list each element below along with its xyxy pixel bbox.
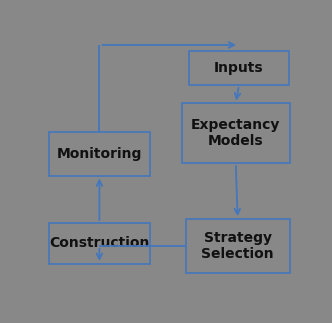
FancyBboxPatch shape [186,219,290,273]
FancyBboxPatch shape [182,103,290,163]
FancyBboxPatch shape [49,223,150,264]
Text: Strategy
Selection: Strategy Selection [202,231,274,261]
Text: Expectancy
Models: Expectancy Models [191,118,281,148]
FancyBboxPatch shape [190,51,289,85]
Text: Construction: Construction [49,236,150,250]
Text: Monitoring: Monitoring [57,147,142,161]
FancyBboxPatch shape [49,132,150,176]
Text: Inputs: Inputs [214,61,264,75]
